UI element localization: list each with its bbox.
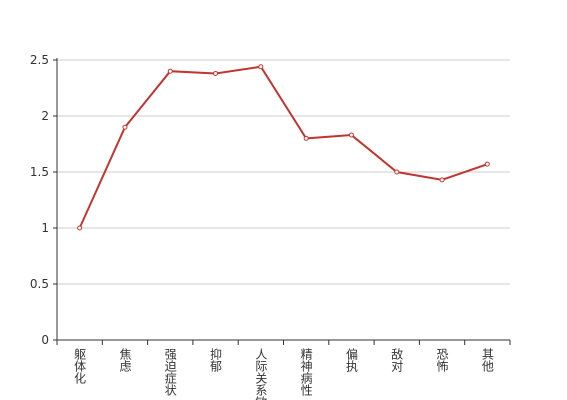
x-tick-label: 强迫症状 xyxy=(163,348,177,396)
point xyxy=(394,169,400,175)
x-tick-label: 躯体化 xyxy=(73,347,87,385)
y-tick-label: 0 xyxy=(41,333,49,347)
y-tick-label: 1.5 xyxy=(30,165,49,179)
y-tick-label: 1 xyxy=(41,221,49,235)
point xyxy=(439,177,445,183)
x-tick-label: 其他 xyxy=(480,348,494,372)
x-tick-label: 恐怖 xyxy=(435,348,449,372)
x-tick-label: 偏执 xyxy=(344,347,358,373)
point xyxy=(167,68,173,74)
point xyxy=(258,64,264,70)
point xyxy=(213,70,219,76)
point xyxy=(484,161,490,167)
point xyxy=(77,225,83,231)
point xyxy=(348,132,354,138)
x-tick-label: 人际关系敏感 xyxy=(254,348,268,400)
point xyxy=(303,135,309,141)
x-tick-label: 精神病性 xyxy=(299,348,313,397)
x-tick-label: 焦虑 xyxy=(118,348,132,372)
x-tick-label: 抑郁 xyxy=(209,347,223,373)
point xyxy=(122,124,128,130)
y-tick-label: 2 xyxy=(41,109,49,123)
y-tick-label: 2.5 xyxy=(30,53,49,67)
x-tick-label: 敌对 xyxy=(390,347,404,372)
line xyxy=(78,65,488,229)
y-tick-label: 0.5 xyxy=(30,277,49,291)
